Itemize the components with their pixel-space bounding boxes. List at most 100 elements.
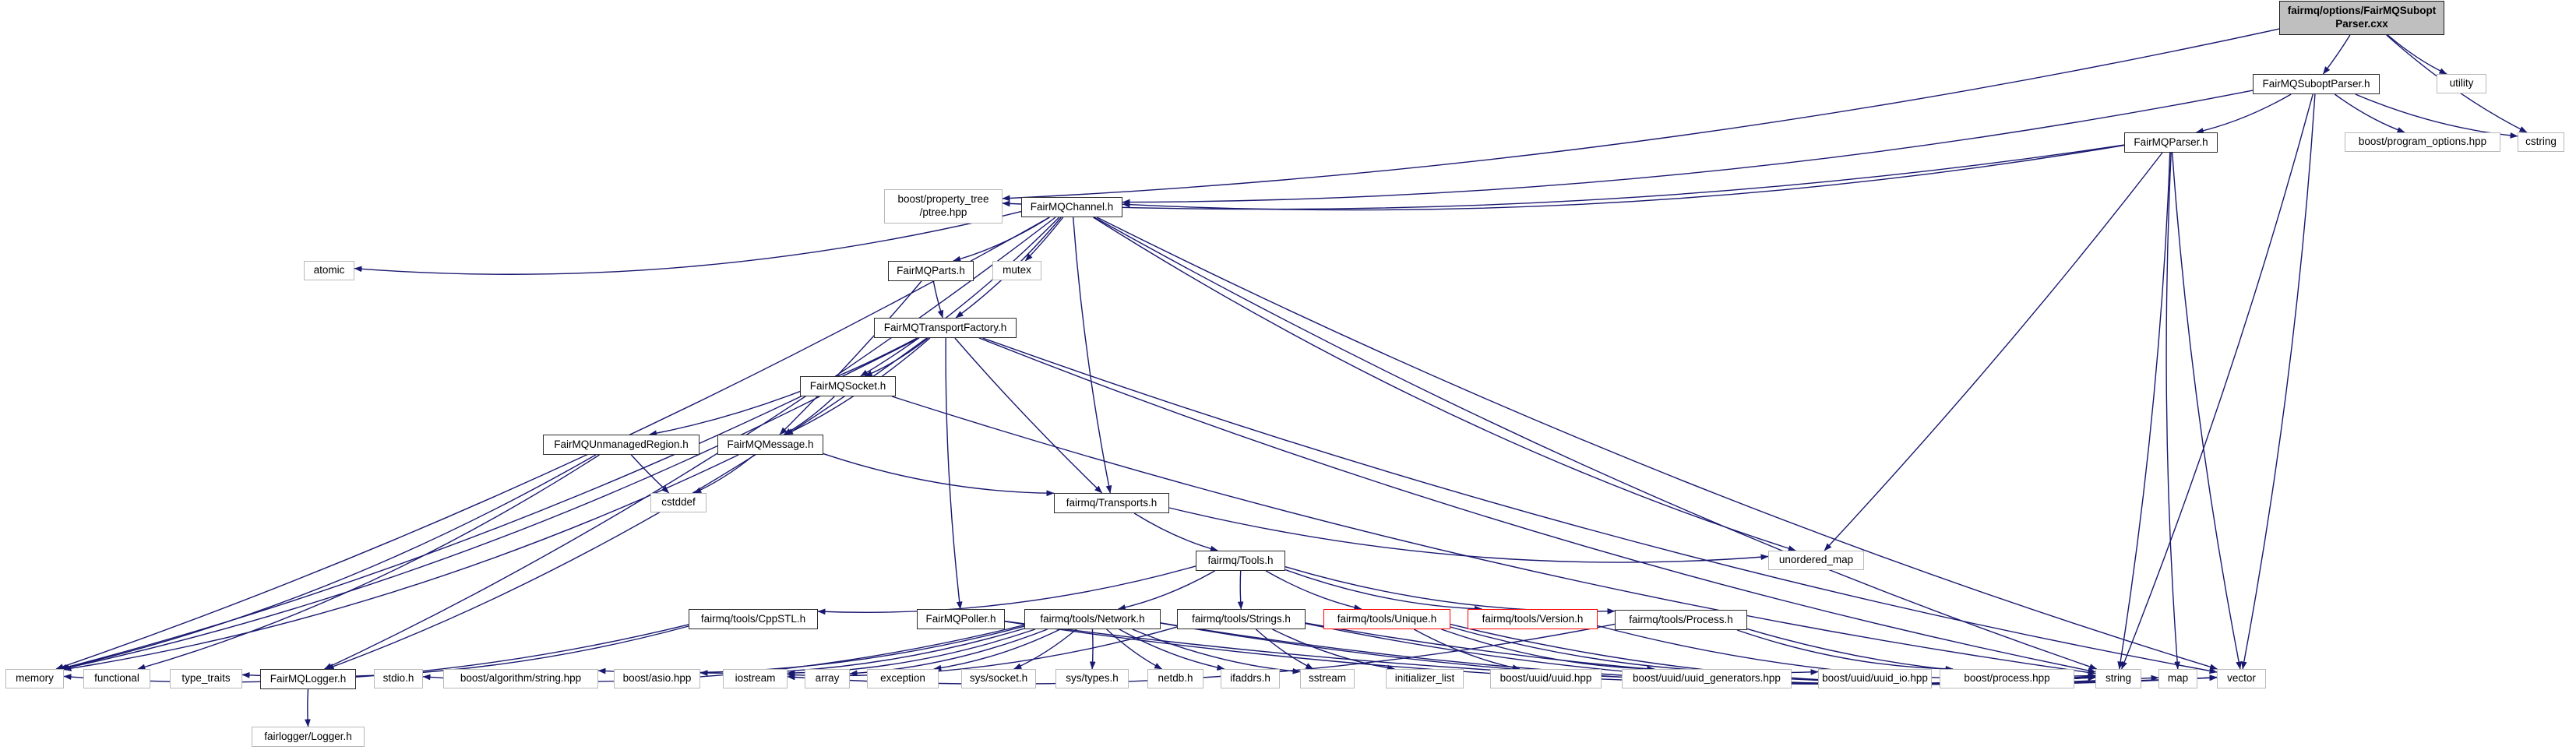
graph-node-cppstl[interactable]: fairmq/tools/CppSTL.h [689,609,818,629]
include-edge-channel-to-transports [1073,217,1112,494]
include-edge-network-to-sys_socket [1013,629,1077,670]
graph-node-vector: vector [2217,669,2266,688]
include-edge-network-to-ifaddrs [1119,629,1225,671]
include-edge-transportfactory-to-unmanagedregion [649,337,918,437]
include-edge-strings-to-initializer_list [1272,629,1395,671]
graph-node-initializer_list: initializer_list [1386,669,1464,688]
include-edge-process-to-boost_process [1736,629,1954,672]
graph-node-exception: exception [867,669,939,688]
graph-node-functional: functional [83,669,150,688]
include-edge-transportfactory-to-transports [954,337,1103,494]
include-edge-network-to-netdb [1106,629,1163,670]
graph-node-suboptparser_h[interactable]: FairMQSuboptParser.h [2253,74,2380,94]
graph-node-type_traits: type_traits [170,669,242,688]
graph-node-uuid: boost/uuid/uuid.hpp [1490,669,1602,688]
graph-node-message[interactable]: FairMQMessage.h [717,435,823,455]
graph-node-network[interactable]: fairmq/tools/Network.h [1024,609,1161,629]
graph-node-cstring: cstring [2518,132,2564,152]
graph-node-transportfactory[interactable]: FairMQTransportFactory.h [874,318,1017,338]
include-edge-channel-to-atomic [354,210,1022,275]
include-edge-suboptparser_h-to-channel [1122,90,2254,206]
graph-node-atomic: atomic [304,261,354,280]
include-edge-suboptparser_h-to-parser_h [2195,93,2292,134]
include-edge-transportfactory-to-poller [945,337,963,610]
include-edge-parser_h-to-unordered_map [1824,152,2163,551]
include-edge-network-to-asio [700,628,1025,677]
graph-node-tools[interactable]: fairmq/Tools.h [1196,551,1285,571]
include-edge-main-to-suboptparser_h [2322,34,2351,75]
graph-node-unique[interactable]: fairmq/tools/Unique.h [1323,609,1450,629]
include-edge-suboptparser_h-to-vector [2241,93,2316,670]
graph-node-mutex: mutex [992,261,1041,280]
include-edge-parser_h-to-vector [2172,152,2242,670]
include-edge-transports-to-tools [1133,512,1218,552]
include-edge-parser_h-to-string [2117,152,2171,670]
include-edge-channel-to-vector [1096,217,2218,670]
graph-node-ifaddrs: ifaddrs.h [1221,669,1280,688]
graph-node-unmanagedregion[interactable]: FairMQUnmanagedRegion.h [543,435,700,455]
graph-node-sstream: sstream [1300,669,1355,688]
include-edge-unmanagedregion-to-functional [137,454,600,671]
graph-node-fairlogger: fairlogger/Logger.h [252,727,365,747]
include-edge-unmanagedregion-to-memory [58,454,597,671]
include-edge-transportfactory-to-memory [59,337,920,671]
include-edge-strings-to-sstream [1255,629,1314,670]
include-edge-parser_h-to-ptree [1002,144,2125,210]
graph-node-sys_socket: sys/socket.h [961,669,1036,688]
include-edge-parser_h-to-map [2165,152,2180,670]
include-edge-message-to-memory [63,454,739,671]
graph-node-algo_string: boost/algorithm/string.hpp [443,669,598,688]
graph-node-uuid_io: boost/uuid/uuid_io.hpp [1818,669,1932,688]
include-edge-transportfactory-to-logger [326,337,928,670]
include-edge-tools-to-process [1284,566,1616,614]
graph-node-iostream: iostream [723,669,788,688]
include-edge-channel-to-mutex [1024,217,1064,262]
graph-node-netdb: netdb.h [1147,669,1203,688]
include-edge-socket-to-memory [61,396,820,671]
include-edge-unmanagedregion-to-cstddef [630,454,670,494]
include-edge-channel-to-string [1094,217,2098,670]
include-edge-suboptparser_h-to-cstring [2355,93,2518,139]
graph-node-transports[interactable]: fairmq/Transports.h [1054,493,1169,513]
graph-node-unordered_map: unordered_map [1768,551,1864,570]
include-edge-tools-to-strings [1237,570,1244,610]
graph-node-array: array [805,669,850,688]
include-edge-tools-to-unique [1265,570,1362,611]
graph-node-sys_types: sys/types.h [1055,669,1129,688]
graph-node-process[interactable]: fairmq/tools/Process.h [1615,610,1747,630]
include-edge-transportfactory-to-vector [982,337,2218,674]
include-edge-channel-to-logger [324,217,1056,670]
graph-node-utility: utility [2437,74,2486,93]
include-edge-unique-to-uuid_gen [1441,629,1655,672]
graph-node-channel[interactable]: FairMQChannel.h [1021,197,1122,217]
graph-node-program_options: boost/program_options.hpp [2345,132,2500,152]
include-edge-main-to-ptree [1002,28,2280,202]
include-edge-suboptparser_h-to-string [2121,93,2313,670]
include-edge-socket-to-message [783,396,835,435]
graph-node-cstddef: cstddef [650,493,707,512]
include-edge-network-to-exception [933,629,1061,671]
include-edge-channel-to-socket [860,217,1060,377]
include-edge-parts-to-message [779,280,922,435]
include-edge-transports-to-unordered_map [1168,507,1769,563]
graph-node-uuid_gen: boost/uuid/uuid_generators.hpp [1622,669,1792,688]
include-edge-tools-to-version [1284,569,1482,612]
graph-node-parser_h[interactable]: FairMQParser.h [2124,132,2218,153]
graph-node-poller[interactable]: FairMQPoller.h [917,609,1005,629]
graph-node-asio: boost/asio.hpp [614,669,700,688]
include-edge-network-to-sys_types [1089,629,1096,670]
graph-node-logger[interactable]: FairMQLogger.h [260,669,356,689]
graph-node-ptree: boost/property_tree /ptree.hpp [884,189,1003,224]
graph-node-parts[interactable]: FairMQParts.h [888,261,974,281]
graph-node-socket[interactable]: FairMQSocket.h [800,376,896,396]
graph-node-memory: memory [5,669,64,688]
include-edge-channel-to-memory [55,217,1050,670]
include-edge-tools-to-cppstl [817,565,1196,615]
graph-node-version[interactable]: fairmq/tools/Version.h [1468,609,1598,629]
graph-node-main[interactable]: fairmq/options/FairMQSubopt Parser.cxx [2279,1,2444,35]
include-edge-suboptparser_h-to-program_options [2334,93,2405,133]
graph-node-strings[interactable]: fairmq/tools/Strings.h [1177,609,1306,629]
include-edge-message-to-cstddef [693,454,755,494]
